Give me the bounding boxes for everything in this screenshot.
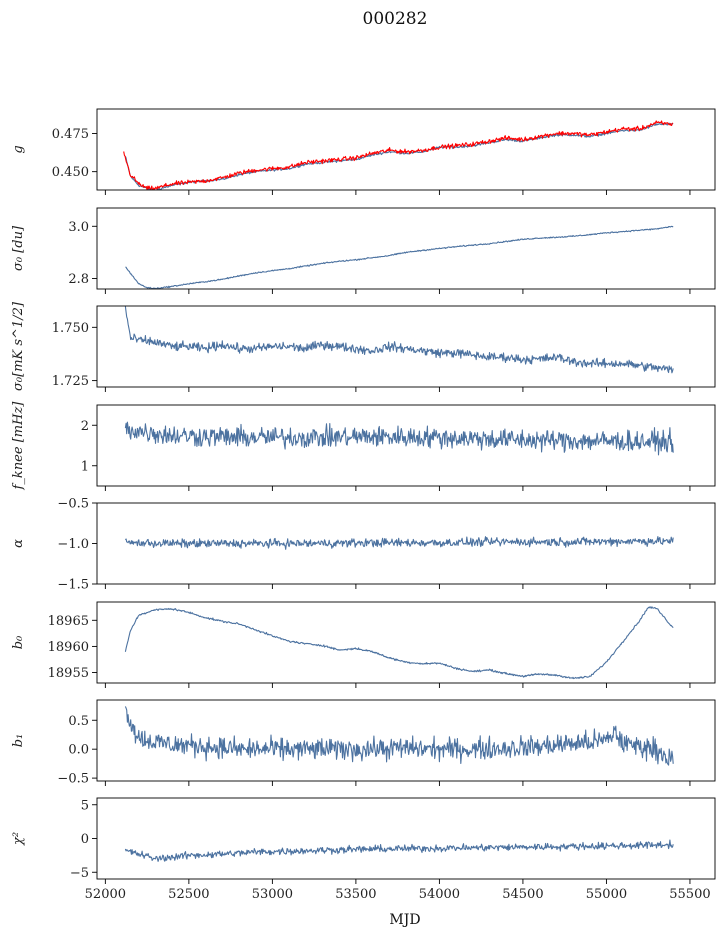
y-tick-label: −5	[70, 866, 89, 881]
series-line-1	[124, 606, 674, 680]
subplot-6: 18955 18960 18965 b₀	[11, 601, 716, 688]
y-tick-label: 0.450	[52, 165, 89, 180]
y-tick-label: 5	[81, 798, 89, 813]
series-line-1	[124, 306, 674, 374]
axes-frame	[96, 305, 716, 388]
y-axis-label: χ²	[11, 832, 26, 846]
y-tick-label: 0	[81, 832, 89, 847]
subplot-7: −0.5 0.0 0.5 b₁	[11, 699, 716, 787]
series-line-1	[124, 839, 674, 862]
x-axis-label: MJD	[389, 912, 420, 928]
subplot-2: 2.8 3.0 σ₀ [du]	[11, 207, 716, 294]
y-tick-label: 0.5	[68, 714, 89, 729]
axes-frame	[96, 108, 716, 191]
y-tick-label: 0.475	[52, 127, 89, 142]
y-tick-label: −0.5	[57, 772, 89, 787]
y-tick-label: −0.5	[57, 497, 89, 512]
y-tick-label: 0.0	[68, 743, 89, 758]
y-tick-label: 3.0	[68, 220, 89, 235]
y-tick-label: 18960	[48, 640, 89, 655]
series-line-2	[123, 120, 674, 190]
x-tick-label: 55000	[586, 887, 627, 902]
axes-frame	[96, 797, 716, 880]
figure-title: 000282	[363, 9, 428, 29]
y-axis-label: g	[11, 145, 26, 153]
y-axis-label: b₀	[11, 635, 26, 649]
y-tick-label: 1.750	[52, 321, 89, 336]
y-axis-label: b₁	[11, 734, 26, 748]
x-tick-label: 53000	[252, 887, 293, 902]
y-tick-label: −1.5	[57, 578, 89, 593]
x-tick-label: 52000	[85, 887, 126, 902]
y-axis-label: σ₀ [du]	[11, 225, 26, 271]
y-tick-label: 18965	[48, 614, 89, 629]
x-tick-label: 53500	[335, 887, 376, 902]
y-tick-label: 2.8	[68, 272, 89, 287]
y-tick-label: 2	[81, 419, 89, 434]
x-tick-label: 54000	[419, 887, 460, 902]
series-line-1	[124, 706, 674, 766]
y-tick-label: 18955	[48, 666, 89, 681]
subplot-8: 52000 52500 53000 53500 54000 54500 55000 55500…	[11, 797, 716, 902]
subplot-1: 0.450 0.475 g	[11, 108, 716, 195]
x-tick-label: 52500	[168, 887, 209, 902]
y-axis-label: σ₀[mK s^1/2]	[11, 301, 26, 391]
subplot-4: 1 2 f_knee [mHz]	[11, 401, 716, 491]
x-tick-label: 54500	[502, 887, 543, 902]
y-tick-label: −1.0	[57, 537, 89, 552]
y-tick-label: 1	[81, 459, 89, 474]
axes-frame	[96, 699, 716, 782]
subplot-3: 1.725 1.750 σ₀[mK s^1/2]	[11, 301, 716, 392]
axes-frame	[96, 207, 716, 290]
subplot-5: −1.5 −1.0 −0.5 α	[11, 497, 716, 593]
axes-frame	[96, 404, 716, 487]
subplot-stack: 0.450 0.475 g 2.8 3.0 σ₀ [du] 1.725 1.750 σ₀[mK …	[11, 108, 716, 902]
y-tick-label: 1.725	[52, 374, 89, 389]
y-axis-label: α	[11, 539, 26, 548]
series-line-1	[124, 536, 674, 550]
y-axis-label: f_knee [mHz]	[11, 401, 26, 491]
series-line-1	[125, 225, 674, 289]
x-tick-label: 55500	[669, 887, 710, 902]
axes-frame	[96, 601, 716, 684]
series-line-1	[124, 421, 674, 456]
